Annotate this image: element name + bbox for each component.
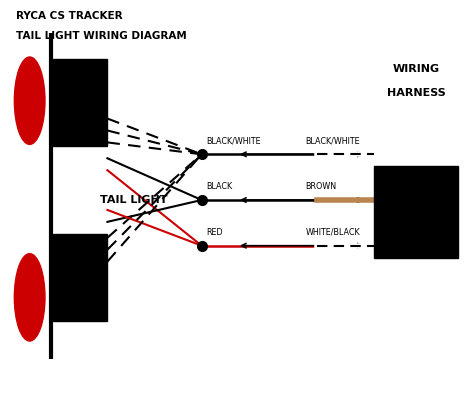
Ellipse shape [14,254,45,341]
Text: BLACK: BLACK [206,182,232,191]
Text: BLACK/WHITE: BLACK/WHITE [206,136,261,146]
Text: TAIL LIGHT: TAIL LIGHT [100,195,168,205]
Text: BROWN: BROWN [305,182,337,191]
Text: RYCA CS TRACKER: RYCA CS TRACKER [16,11,122,21]
Text: WIRING: WIRING [392,64,439,74]
Bar [53,234,108,321]
Text: TAIL LIGHT WIRING DIAGRAM: TAIL LIGHT WIRING DIAGRAM [16,31,186,41]
Bar [374,166,458,258]
Text: RED: RED [206,228,223,237]
Ellipse shape [14,57,45,144]
Text: BLACK/WHITE: BLACK/WHITE [305,136,360,146]
Text: HARNESS: HARNESS [387,88,446,98]
Text: WHITE/BLACK: WHITE/BLACK [305,228,360,237]
Bar [53,59,108,146]
